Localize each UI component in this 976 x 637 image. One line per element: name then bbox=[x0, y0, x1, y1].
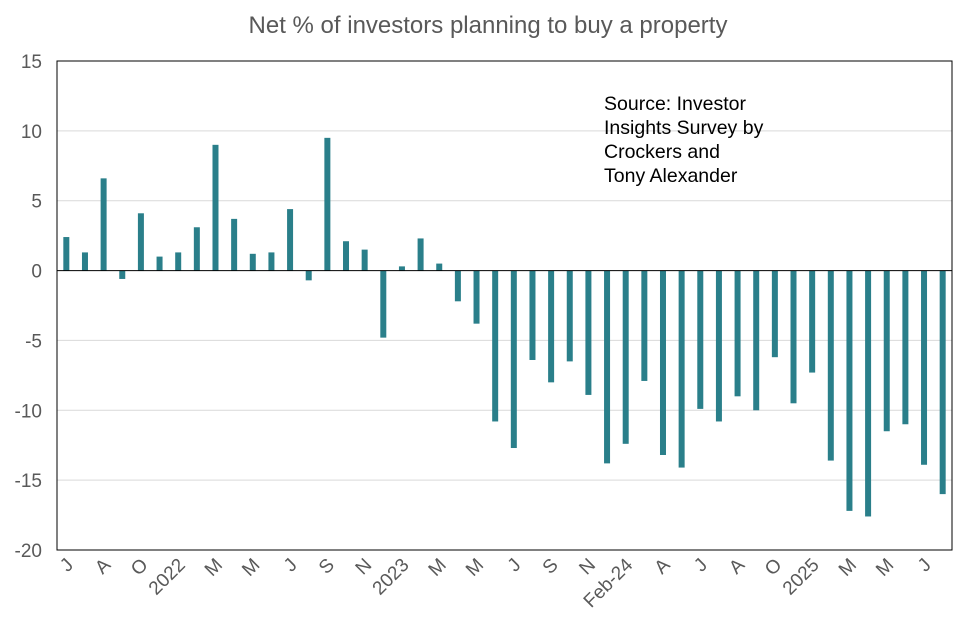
bar bbox=[753, 270, 760, 411]
bar bbox=[604, 270, 611, 464]
x-tick-label: J bbox=[690, 555, 712, 577]
x-tick-label: M bbox=[872, 555, 898, 581]
bar bbox=[678, 270, 685, 468]
bar bbox=[715, 270, 722, 422]
bar bbox=[324, 137, 331, 271]
x-tick-label: O bbox=[127, 555, 152, 580]
bar bbox=[492, 270, 499, 422]
plot-area-frame bbox=[56, 60, 953, 551]
bar bbox=[622, 270, 629, 444]
x-tick-label: J bbox=[504, 555, 526, 577]
bar bbox=[119, 270, 126, 279]
bar bbox=[287, 209, 294, 271]
x-tick-label: S bbox=[315, 555, 339, 579]
x-tick-label: M bbox=[835, 555, 861, 581]
y-axis-tick-labels: 15 10 5 0 -5 -10 -15 -20 bbox=[15, 52, 42, 562]
bars bbox=[63, 137, 946, 517]
bar bbox=[846, 270, 853, 511]
y-tick-label: -20 bbox=[15, 541, 42, 562]
bar bbox=[585, 270, 592, 395]
annotation-line: Crockers and bbox=[604, 141, 720, 163]
bar bbox=[883, 270, 890, 432]
bar bbox=[865, 270, 872, 517]
x-tick-label: M bbox=[238, 555, 264, 581]
bar bbox=[380, 270, 387, 338]
bar bbox=[212, 144, 219, 271]
x-tick-label: O bbox=[761, 555, 786, 580]
bar bbox=[249, 253, 256, 271]
bar bbox=[641, 270, 648, 381]
bar bbox=[100, 178, 107, 271]
y-tick-label: -10 bbox=[15, 401, 42, 422]
gridlines bbox=[57, 130, 952, 481]
x-tick-label: J bbox=[280, 555, 302, 577]
x-tick-label: 2025 bbox=[779, 555, 824, 600]
x-tick-label: S bbox=[539, 555, 563, 579]
x-tick-label: N bbox=[352, 555, 377, 580]
x-tick-label: N bbox=[575, 555, 600, 580]
y-tick-label: 0 bbox=[31, 262, 42, 283]
bar bbox=[343, 241, 350, 271]
bar bbox=[231, 218, 238, 271]
bar bbox=[436, 263, 443, 271]
bar bbox=[697, 270, 704, 409]
annotation-line: Source: Investor bbox=[604, 93, 746, 115]
x-tick-label: 2022 bbox=[145, 555, 190, 600]
bar bbox=[63, 237, 70, 271]
bar bbox=[566, 270, 573, 362]
bar bbox=[175, 252, 182, 271]
bar bbox=[454, 270, 461, 302]
bar bbox=[510, 270, 517, 449]
bar bbox=[398, 266, 405, 271]
bar bbox=[659, 270, 666, 455]
source-annotation: Source: Investor Insights Survey by Crocke… bbox=[604, 93, 764, 187]
bar bbox=[156, 256, 163, 271]
bar bbox=[361, 249, 368, 271]
annotation-line: Tony Alexander bbox=[604, 165, 738, 187]
y-tick-label: 5 bbox=[31, 192, 42, 213]
chart-title: Net % of investors planning to buy a pro… bbox=[249, 12, 728, 39]
bar bbox=[902, 270, 909, 425]
y-tick-label: -15 bbox=[15, 471, 42, 492]
y-tick-label: 15 bbox=[21, 52, 42, 73]
bar bbox=[268, 252, 275, 271]
bar bbox=[193, 227, 200, 271]
x-tick-label: M bbox=[462, 555, 488, 581]
bar bbox=[771, 270, 778, 358]
y-tick-label: -5 bbox=[25, 331, 42, 352]
bar bbox=[921, 270, 928, 465]
y-tick-label: 10 bbox=[21, 122, 42, 143]
bar bbox=[827, 270, 834, 461]
x-tick-label: A bbox=[651, 554, 675, 578]
x-tick-label: A bbox=[725, 554, 749, 578]
bar bbox=[790, 270, 797, 404]
bar bbox=[305, 270, 312, 281]
x-tick-label: J bbox=[914, 555, 936, 577]
bar bbox=[529, 270, 536, 360]
x-tick-label: A bbox=[91, 554, 115, 578]
bar bbox=[734, 270, 741, 397]
bar bbox=[137, 213, 144, 271]
x-tick-label: M bbox=[201, 555, 227, 581]
bar bbox=[939, 270, 946, 495]
bar bbox=[809, 270, 816, 373]
x-tick-label: J bbox=[56, 555, 78, 577]
x-tick-label: 2023 bbox=[369, 555, 414, 600]
annotation-line: Insights Survey by bbox=[604, 117, 764, 139]
bar bbox=[81, 252, 88, 271]
bar bbox=[417, 238, 424, 271]
bar bbox=[548, 270, 555, 383]
bar bbox=[473, 270, 480, 324]
x-tick-label: M bbox=[425, 555, 451, 581]
